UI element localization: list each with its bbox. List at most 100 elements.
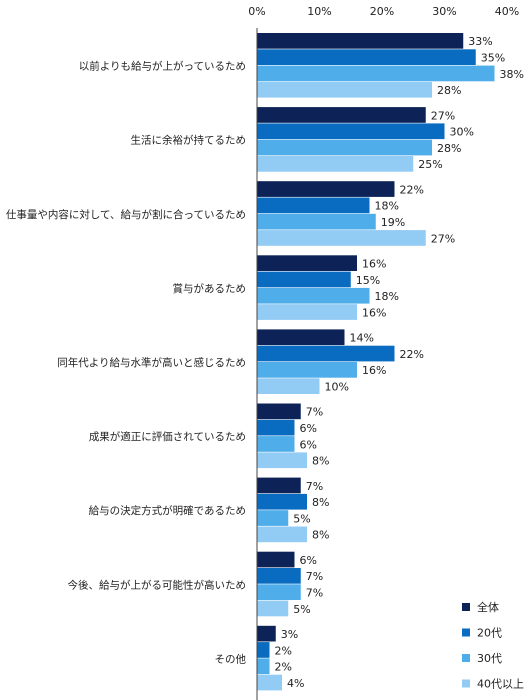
data-label: 5%	[293, 603, 310, 616]
data-label: 8%	[312, 496, 329, 509]
legend-swatch	[462, 654, 470, 662]
bar	[257, 255, 357, 271]
bar	[257, 329, 345, 346]
bar	[257, 510, 289, 526]
data-label: 22%	[400, 183, 424, 196]
data-label: 16%	[362, 306, 386, 319]
data-label: 5%	[293, 512, 310, 525]
legend-swatch	[462, 628, 470, 637]
bar	[257, 230, 426, 246]
bar	[257, 271, 351, 288]
bar	[257, 33, 464, 49]
data-label: 30%	[450, 126, 474, 139]
category-label: 以前よりも給与が上がっているため	[79, 60, 246, 73]
bar	[257, 181, 395, 197]
bar	[257, 419, 295, 436]
data-label: 10%	[325, 380, 349, 393]
bar	[257, 81, 432, 98]
value-labels: 33%35%38%28%27%30%28%25%22%18%19%27%16%1…	[275, 35, 524, 690]
data-label: 7%	[306, 586, 323, 599]
data-label: 7%	[306, 570, 323, 583]
data-label: 35%	[481, 51, 505, 64]
data-label: 2%	[275, 644, 292, 657]
data-label: 16%	[362, 257, 386, 270]
bar	[257, 362, 357, 378]
data-label: 8%	[312, 455, 329, 468]
category-label: 同年代より給与水準が高いと感じるため	[57, 356, 246, 369]
bar	[257, 107, 426, 123]
data-label: 28%	[437, 84, 461, 97]
bar	[257, 625, 276, 642]
data-label: 15%	[356, 274, 380, 287]
data-label: 6%	[300, 422, 317, 435]
x-tick-label: 40%	[495, 5, 519, 18]
bar	[257, 674, 282, 691]
bar	[257, 197, 370, 214]
data-label: 16%	[362, 364, 386, 377]
bar	[257, 436, 295, 452]
category-label: 生活に余裕が持てるため	[131, 134, 247, 147]
data-label: 25%	[418, 158, 442, 171]
x-tick-label: 30%	[432, 5, 456, 18]
bar	[257, 156, 414, 172]
bar	[257, 452, 307, 469]
legend: 全体 20代 30代 40代以上	[462, 600, 524, 691]
data-label: 27%	[431, 109, 455, 122]
data-label: 38%	[500, 68, 524, 81]
data-label: 3%	[281, 628, 298, 641]
bar	[257, 551, 295, 568]
x-tick-label: 10%	[307, 5, 331, 18]
data-label: 18%	[375, 290, 399, 303]
bar	[257, 213, 376, 230]
data-label: 8%	[312, 529, 329, 542]
bar	[257, 584, 301, 600]
legend-label: 30代	[477, 652, 502, 665]
bar	[257, 378, 320, 394]
bars	[257, 33, 495, 691]
category-labels: 以前よりも給与が上がっているため生活に余裕が持てるため仕事量や内容に対して、給与…	[6, 60, 247, 666]
bar	[257, 642, 270, 658]
category-label: 今後、給与が上がる可能性が高いため	[68, 578, 247, 591]
data-label: 28%	[437, 142, 461, 155]
bar	[257, 568, 301, 584]
bar	[257, 403, 301, 420]
bar	[257, 493, 307, 510]
data-label: 18%	[375, 200, 399, 213]
bar	[257, 526, 307, 543]
bar	[257, 304, 357, 320]
data-label: 2%	[275, 661, 292, 674]
bar	[257, 600, 289, 617]
x-axis-ticks: 0% 10% 20% 30% 40%	[248, 5, 519, 18]
legend-swatch	[462, 603, 470, 611]
legend-label: 20代	[477, 627, 502, 640]
legend-label: 40代以上	[477, 678, 524, 691]
legend-swatch	[462, 679, 470, 688]
data-label: 7%	[306, 480, 323, 493]
bar	[257, 65, 495, 82]
bar	[257, 287, 370, 304]
bar	[257, 123, 445, 140]
data-label: 19%	[381, 216, 405, 229]
x-tick-label: 20%	[370, 5, 394, 18]
data-label: 27%	[431, 232, 455, 245]
legend-label: 全体	[477, 600, 499, 614]
data-label: 33%	[468, 35, 492, 48]
bar	[257, 345, 395, 362]
category-label: 給与の決定方式が明確であるため	[89, 504, 246, 517]
category-label: その他	[215, 652, 247, 665]
x-tick-label: 0%	[248, 5, 265, 18]
bar	[257, 49, 476, 65]
data-label: 7%	[306, 406, 323, 419]
bar	[257, 477, 301, 494]
data-label: 6%	[300, 438, 317, 451]
category-label: 賞与があるため	[173, 282, 247, 295]
data-label: 14%	[350, 332, 374, 345]
bar	[257, 658, 270, 675]
category-label: 仕事量や内容に対して、給与が割に合っているため	[6, 208, 246, 221]
category-label: 成果が適正に評価されているため	[89, 430, 246, 443]
data-label: 4%	[287, 677, 304, 690]
bar	[257, 139, 432, 156]
data-label: 22%	[400, 348, 424, 361]
data-label: 6%	[300, 554, 317, 567]
